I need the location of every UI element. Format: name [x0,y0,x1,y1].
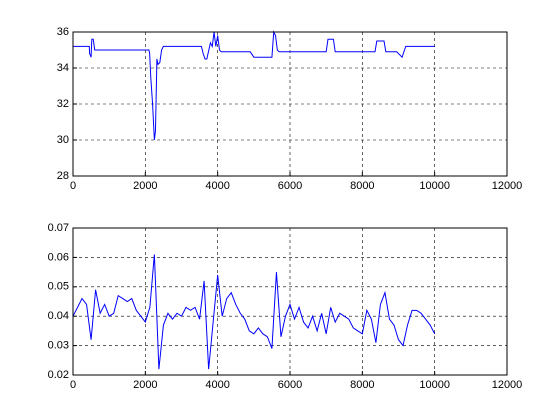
y-tick-label: 32 [57,98,69,110]
x-tick-label: 4000 [205,379,229,391]
data-line [73,30,435,141]
axes-box [72,31,508,177]
y-tick-label: 0.03 [48,340,69,352]
x-tick-label: 2000 [133,180,157,192]
y-tick-label: 0.04 [48,310,69,322]
x-tick-label: 12000 [492,180,523,192]
y-tick-label: 0.02 [48,369,69,381]
x-tick-label: 8000 [350,379,374,391]
y-tick-label: 0.05 [48,281,69,293]
x-tick-label: 6000 [278,180,302,192]
y-tick-label: 0.06 [48,251,69,263]
x-tick-label: 2000 [133,379,157,391]
y-tick-label: 30 [57,134,69,146]
x-tick-label: 10000 [419,180,450,192]
x-tick-label: 4000 [205,180,229,192]
y-tick-label: 34 [57,62,69,74]
y-tick-label: 28 [57,170,69,182]
x-tick-label: 0 [70,379,76,391]
y-tick-label: 0.07 [48,222,69,234]
x-tick-label: 10000 [419,379,450,391]
y-tick-label: 36 [57,26,69,38]
axes-box [72,227,508,376]
x-tick-label: 12000 [492,379,523,391]
x-tick-label: 8000 [350,180,374,192]
data-line [72,254,436,370]
x-tick-label: 6000 [278,379,302,391]
x-tick-label: 0 [70,180,76,192]
